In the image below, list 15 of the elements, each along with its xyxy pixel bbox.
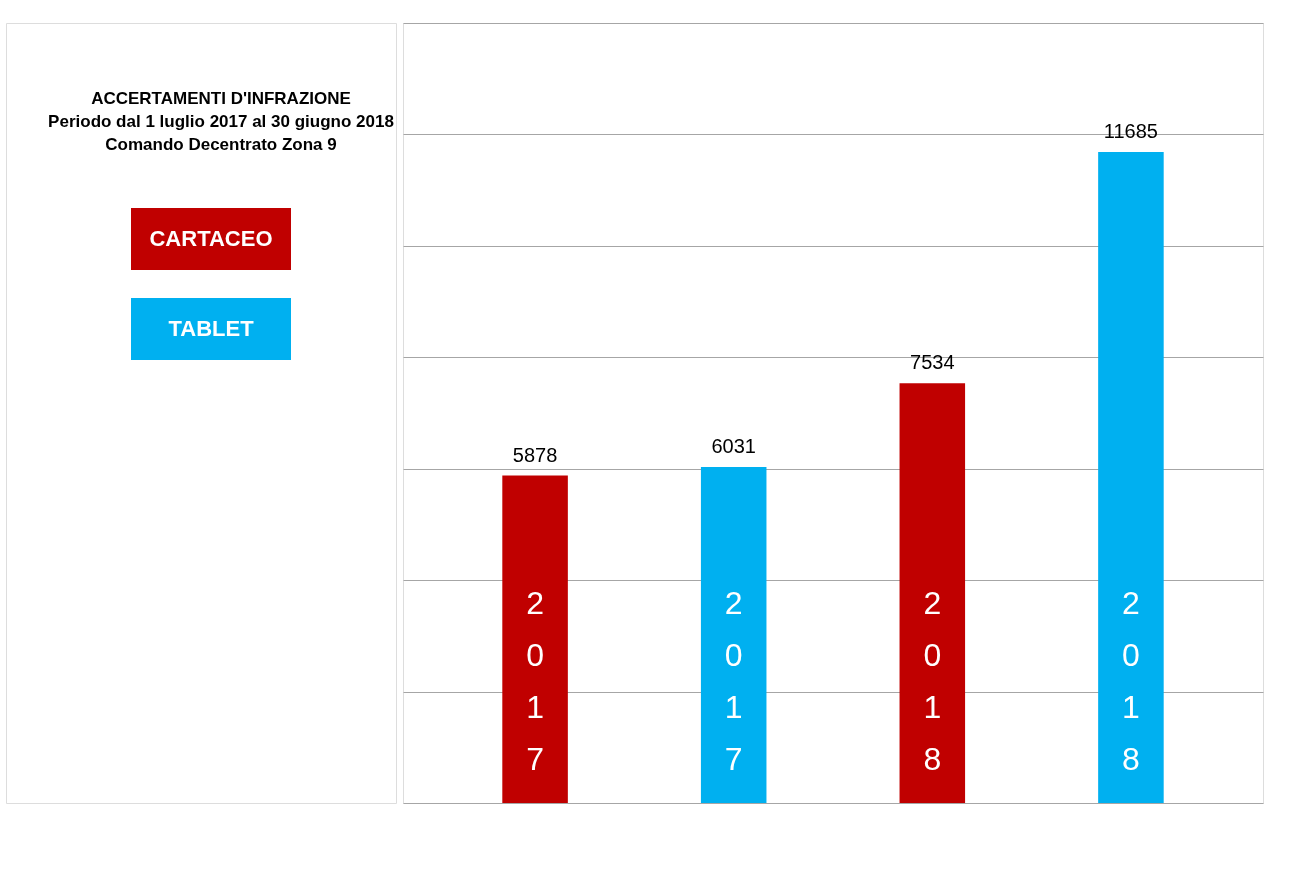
bar: [1098, 151, 1164, 803]
text: ACCERTAMENTI D'INFRAZIONE Periodo dal 1 luglio 2017 al 30 giugno 2018 Comando Decentrato Zona 9: [48, 89, 394, 154]
x-tick-label: 2017: [526, 585, 544, 777]
bar: [899, 383, 966, 803]
data-label: 7534: [910, 351, 955, 374]
data-label: 11685: [1103, 119, 1158, 142]
text: TABLET: [168, 316, 255, 341]
text: CARTACEO: [149, 226, 273, 251]
x-tick-label: 2017: [724, 585, 743, 777]
data-label: 5878: [512, 443, 558, 466]
x-tick-label: 2018: [1122, 585, 1140, 777]
x-tick-label: 2018: [923, 585, 942, 777]
data-label: 6031: [711, 434, 756, 457]
bar: [700, 466, 767, 803]
bar: [502, 475, 568, 803]
